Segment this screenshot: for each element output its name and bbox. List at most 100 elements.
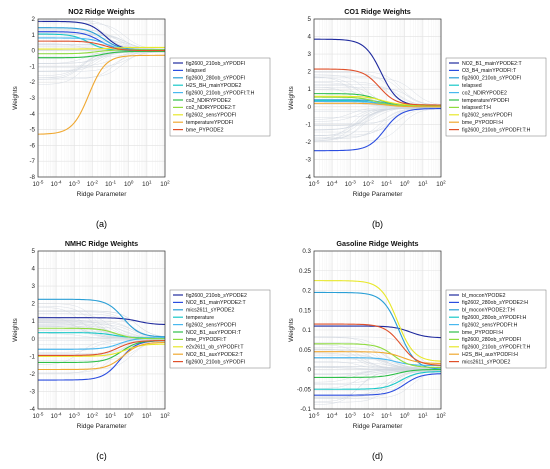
y-tick-label: 1 — [308, 86, 312, 93]
y-tick-label: -2 — [29, 79, 35, 86]
y-tick-label: -2 — [29, 371, 35, 378]
y-tick-label: -7 — [29, 158, 35, 165]
legend-entry: bme_PYPODFI:H — [462, 120, 503, 126]
x-tick-label: 102 — [436, 412, 446, 421]
chart-title: NMHC Ridge Weights — [65, 239, 138, 248]
legend-entry: mics2611_sYPODE2 — [462, 359, 510, 365]
panel-caption: (c) — [96, 451, 107, 461]
legend-entry: bme_PYPODFI:T — [186, 337, 227, 343]
y-tick-label: -4 — [29, 111, 35, 118]
legend-entry: bme_PYPODFI:H — [462, 330, 503, 336]
y-tick-label: 0 — [308, 367, 312, 374]
y-tick-label: -4 — [305, 174, 311, 181]
x-tick-label: 101 — [418, 412, 428, 421]
legend-entry: temperatureYPODFI — [186, 120, 233, 126]
y-tick-label: -1 — [29, 353, 35, 360]
x-axis-label: Ridge Parameter — [353, 423, 404, 430]
legend-entry: co2_NDIRYPODE2 — [186, 98, 231, 104]
legend-entry: fig2600_280ob_sYPODFI:H — [462, 315, 527, 321]
x-tick-label: 101 — [418, 180, 428, 189]
x-tick-label: 102 — [436, 180, 446, 189]
legend: fig2600_210ob_sYPODE2NO2_B1_mainYPODE2:T… — [170, 290, 270, 368]
y-tick-label: 2 — [308, 69, 312, 76]
legend-entry: NO2_B1_mainYPODE2:T — [186, 300, 247, 306]
y-tick-label: -8 — [29, 174, 35, 181]
y-tick-label: 3 — [32, 283, 36, 290]
x-tick-label: 10-2 — [363, 180, 374, 189]
legend-entry: telapsed — [462, 83, 482, 89]
y-tick-label: 0 — [32, 336, 36, 343]
legend-entry: bme_PYPODE2 — [186, 127, 224, 133]
legend-entry: fig2602_sensYPODFI — [186, 113, 236, 119]
legend-entry: NO2_B1_auxYPODFI:T — [186, 330, 242, 336]
legend-entry: bl_moconYPODE2:T:H — [462, 308, 515, 314]
legend-entry: fig2600_210ob_sYPODFI:T:H — [186, 90, 255, 96]
legend-entry: telapsed — [186, 68, 206, 74]
y-tick-label: -3 — [305, 156, 311, 163]
legend-entry: fig2600_210ob_sYPODFI — [462, 76, 521, 82]
legend-entry: fig2600_210ob_sYPODFI — [186, 61, 245, 67]
y-tick-label: -2 — [305, 139, 311, 146]
x-tick-label: 10-1 — [105, 412, 116, 421]
x-tick-label: 10-2 — [87, 412, 98, 421]
y-tick-label: 0.3 — [302, 248, 311, 255]
y-tick-label: -6 — [29, 142, 35, 149]
chart-title: CO1 Ridge Weights — [344, 7, 411, 16]
y-tick-label: 0 — [308, 104, 312, 111]
legend: NO2_B1_mainYPODE2:TO3_B4_mainYPODFI:Tfig… — [446, 58, 546, 136]
y-tick-label: -0.05 — [297, 386, 312, 393]
x-tick-label: 10-4 — [327, 412, 338, 421]
y-tick-label: 1 — [32, 318, 36, 325]
y-axis-label: Weights — [12, 85, 19, 109]
legend-entry: fig2602_280ob_sYPODE2:H — [462, 300, 528, 306]
x-axis-label: Ridge Parameter — [77, 191, 128, 198]
x-tick-label: 10-2 — [87, 180, 98, 189]
y-tick-label: 4 — [32, 266, 36, 273]
y-tick-label: 4 — [308, 34, 312, 41]
x-tick-label: 10-2 — [363, 412, 374, 421]
y-axis-label: Weights — [288, 317, 295, 341]
y-tick-label: -1 — [29, 63, 35, 70]
y-tick-label: 2 — [32, 301, 36, 308]
y-tick-label: -3 — [29, 388, 35, 395]
legend-entry: temperatureYPODFI — [462, 98, 509, 104]
y-tick-label: 1 — [32, 32, 36, 39]
x-tick-label: 10-4 — [51, 412, 62, 421]
y-axis-label: Weights — [288, 85, 295, 109]
x-tick-label: 101 — [142, 180, 152, 189]
chart-title: Gasoline Ridge Weights — [336, 239, 418, 248]
x-tick-label: 100 — [400, 412, 410, 421]
legend-entry: fig2600_210ob_sYPODE2 — [186, 293, 247, 299]
y-tick-label: 5 — [308, 16, 312, 23]
x-tick-label: 102 — [160, 412, 170, 421]
x-tick-label: 10-3 — [345, 412, 356, 421]
legend-entry: NO2_B1_mainYPODE2:T — [462, 61, 523, 67]
y-tick-label: 5 — [32, 248, 36, 255]
y-tick-label: 2 — [32, 16, 36, 23]
y-tick-label: 0.1 — [302, 327, 311, 334]
legend-entry: co2_NDIRYPODE2 — [462, 90, 507, 96]
legend-entry: fig2600_210ob_sYPODFI — [186, 359, 245, 365]
x-tick-label: 100 — [124, 412, 134, 421]
y-tick-label: 0 — [32, 48, 36, 55]
x-tick-label: 10-1 — [105, 180, 116, 189]
y-tick-label: 3 — [308, 51, 312, 58]
x-tick-label: 100 — [400, 180, 410, 189]
x-tick-label: 10-4 — [51, 180, 62, 189]
legend: fig2600_210ob_sYPODFItelapsedfig2600_280… — [170, 58, 270, 136]
y-tick-label: 0.15 — [299, 307, 312, 314]
x-tick-label: 102 — [160, 180, 170, 189]
y-tick-label: -5 — [29, 127, 35, 134]
x-tick-label: 10-3 — [69, 180, 80, 189]
legend-entry: co2_NDIRYPODE2:T — [186, 105, 236, 111]
x-tick-label: 101 — [142, 412, 152, 421]
legend-entry: H2S_BH_mainYPODE2 — [186, 83, 241, 89]
legend-entry: fig2602_sensYPODFI — [186, 322, 236, 328]
legend-entry: telapsed:T:H — [462, 105, 491, 111]
